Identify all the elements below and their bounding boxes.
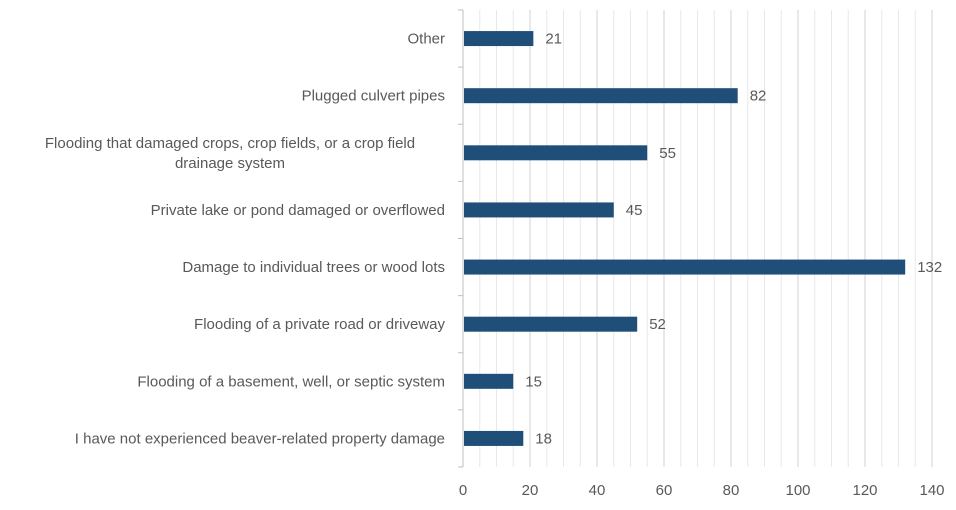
category-label: Plugged culvert pipes (302, 88, 445, 105)
x-tick-label: 20 (522, 482, 539, 499)
category-label: Private lake or pond damaged or overflow… (151, 202, 445, 219)
data-label: 52 (649, 316, 666, 333)
bar (464, 202, 614, 218)
data-label: 82 (750, 88, 767, 105)
data-label: 132 (917, 259, 942, 276)
category-label-line: Flooding of a basement, well, or septic … (137, 373, 445, 390)
data-label: 15 (525, 373, 542, 390)
category-label: I have not experienced beaver-related pr… (75, 430, 445, 447)
category-label-line: Flooding of a private road or driveway (194, 316, 445, 333)
category-label-line: Flooding that damaged crops, crop fields… (45, 135, 415, 152)
x-tick-label: 100 (785, 482, 810, 499)
gridlines (479, 10, 933, 467)
axes: 0 20 40 60 80 100 120 140 (458, 9, 945, 499)
category-label-line: Other (407, 31, 445, 48)
category-label-line: Damage to individual trees or wood lots (182, 259, 445, 276)
data-label: 21 (545, 31, 562, 48)
category-label-line: Plugged culvert pipes (302, 88, 445, 105)
bar (464, 316, 638, 332)
bar (464, 31, 534, 47)
x-tick-label: 40 (589, 482, 606, 499)
bar (464, 259, 906, 275)
category-label: Flooding of a basement, well, or septic … (137, 373, 445, 390)
category-label-line: Private lake or pond damaged or overflow… (151, 202, 445, 219)
x-tick-label: 120 (852, 482, 877, 499)
bar (464, 430, 524, 446)
data-label: 45 (626, 202, 643, 219)
category-label: Damage to individual trees or wood lots (182, 259, 445, 276)
category-label: Flooding that damaged crops, crop fields… (45, 135, 415, 172)
x-tick-label: 0 (459, 482, 467, 499)
x-tick-label: 60 (656, 482, 673, 499)
bar (464, 145, 648, 161)
bar (464, 88, 738, 104)
labels: 21 Other 82 Plugged culvert pipes 55 Flooding… (45, 31, 942, 448)
category-label: Other (407, 31, 445, 48)
category-label-line: drainage system (175, 155, 285, 172)
x-tick-label: 80 (723, 482, 740, 499)
category-label-line: I have not experienced beaver-related pr… (75, 430, 445, 447)
category-label: Flooding of a private road or driveway (194, 316, 445, 333)
x-tick-label: 140 (919, 482, 944, 499)
bar (464, 373, 514, 389)
data-label: 18 (535, 430, 552, 447)
bars (464, 31, 906, 446)
data-label: 55 (659, 145, 676, 162)
